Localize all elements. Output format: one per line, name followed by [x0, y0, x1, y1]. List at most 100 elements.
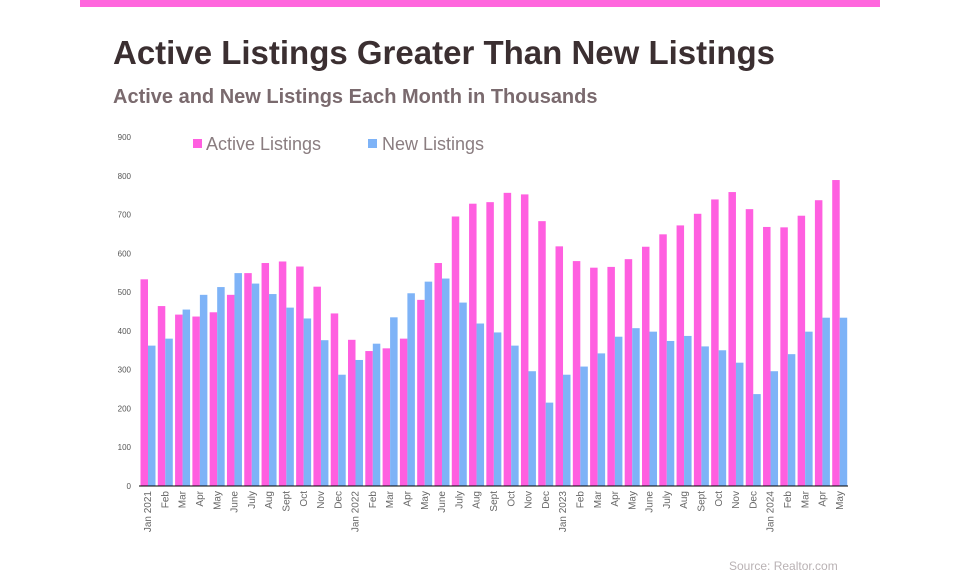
- x-tick-label: Aug: [264, 491, 275, 509]
- new-listings-bar: [303, 318, 312, 486]
- active-listings-bar: [365, 351, 373, 486]
- x-tick-label: July: [662, 491, 673, 509]
- x-tick-label: Aug: [472, 491, 483, 509]
- x-tick-label: Apr: [610, 490, 621, 506]
- x-tick-label: Sept: [281, 491, 292, 512]
- active-listings-bar: [590, 267, 598, 486]
- new-listings-bar: [684, 335, 692, 486]
- top-accent-bar: [80, 0, 880, 7]
- y-tick-label: 0: [127, 482, 132, 491]
- x-tick-label: Oct: [299, 491, 310, 507]
- x-tick-label: Oct: [506, 491, 517, 507]
- new-listings-bar: [148, 345, 156, 486]
- chart-subtitle: Active and New Listings Each Month in Th…: [113, 86, 598, 108]
- new-listings-bar: [199, 294, 208, 486]
- x-tick-label: Dec: [333, 491, 344, 509]
- new-listings-bar: [286, 307, 294, 486]
- x-tick-label: May: [835, 491, 846, 510]
- active-listings-bar: [624, 259, 633, 486]
- active-listings-bar: [382, 348, 391, 486]
- x-tick-label: Apr: [195, 490, 206, 506]
- legend-swatch-new: [368, 139, 377, 148]
- new-listings-bar: [822, 317, 830, 486]
- new-listings-bar: [476, 323, 485, 486]
- legend-swatch-active: [193, 139, 202, 148]
- new-listings-bar: [563, 374, 571, 486]
- new-listings-bar: [753, 394, 761, 486]
- new-listings-bar: [320, 340, 329, 486]
- source-note: Source: Realtor.com: [729, 559, 838, 573]
- new-listings-bar: [805, 331, 813, 486]
- x-tick-label: Feb: [575, 491, 586, 509]
- active-listings-bar: [607, 266, 615, 486]
- new-listings-bar: [390, 317, 398, 486]
- active-listings-bar: [728, 192, 736, 486]
- x-tick-label: May: [627, 491, 638, 510]
- new-listings-bar: [355, 359, 364, 486]
- active-listings-bar: [797, 215, 806, 486]
- x-tick-label: Dec: [541, 491, 552, 509]
- active-listings-bar: [555, 246, 564, 486]
- new-listings-bar: [493, 332, 502, 486]
- new-listings-bar: [234, 273, 242, 486]
- new-listings-bar: [735, 362, 744, 486]
- new-listings-bar: [528, 371, 536, 486]
- x-tick-label: Aug: [679, 491, 690, 509]
- bars: [140, 180, 848, 487]
- x-tick-label: Nov: [731, 491, 742, 509]
- active-listings-bar: [711, 199, 719, 486]
- new-listings-bar: [770, 371, 779, 486]
- active-listings-bar: [693, 213, 702, 486]
- new-listings-bar: [666, 340, 675, 486]
- active-listings-bar: [814, 200, 823, 486]
- new-listings-bar: [269, 294, 277, 486]
- active-listings-bar: [538, 221, 546, 486]
- x-tick-label: Mar: [385, 490, 396, 508]
- active-listings-bar: [572, 261, 581, 486]
- active-listings-bar: [226, 294, 235, 486]
- x-tick-label: Sept: [697, 491, 708, 512]
- x-tick-label: May: [212, 491, 223, 510]
- new-listings-bar: [580, 366, 588, 486]
- y-tick-label: 400: [118, 327, 132, 336]
- x-tick-label: Oct: [714, 491, 725, 507]
- x-tick-label: July: [454, 491, 465, 509]
- legend-label-active: Active Listings: [206, 134, 321, 154]
- active-listings-bar: [209, 312, 218, 486]
- active-listings-bar: [434, 263, 442, 486]
- new-listings-bar: [338, 374, 346, 486]
- active-listings-bar: [659, 234, 667, 486]
- chart-title: Active Listings Greater Than New Listing…: [113, 34, 775, 71]
- new-listings-bar: [614, 336, 623, 486]
- legend-label-new: New Listings: [382, 134, 484, 154]
- active-listings-bar: [641, 246, 650, 486]
- new-listings-bar: [649, 331, 657, 486]
- x-tick-label: Mar: [800, 490, 811, 508]
- active-listings-bar: [261, 263, 270, 486]
- y-tick-label: 200: [118, 404, 132, 413]
- y-tick-label: 700: [118, 211, 132, 220]
- y-tick-label: 900: [118, 133, 132, 142]
- y-tick-label: 600: [118, 249, 132, 258]
- new-listings-bar: [459, 302, 467, 486]
- legend: Active Listings New Listings: [193, 134, 484, 154]
- active-listings-bar: [313, 286, 321, 486]
- x-tick-label: Mar: [593, 490, 604, 508]
- new-listings-bar: [251, 283, 260, 486]
- active-listings-bar: [486, 202, 494, 486]
- new-listings-bar: [511, 345, 519, 486]
- new-listings-bar: [217, 287, 225, 486]
- active-listings-bar: [763, 226, 771, 486]
- active-listings-bar: [745, 209, 754, 486]
- new-listings-bar: [407, 293, 415, 486]
- x-tick-label: Jan 2024: [766, 491, 777, 533]
- active-listings-bar: [399, 338, 408, 486]
- active-listings-bar: [469, 203, 477, 486]
- new-listings-bar: [718, 350, 727, 486]
- new-listings-bar: [632, 328, 640, 486]
- y-tick-label: 800: [118, 172, 132, 181]
- x-tick-label: July: [247, 491, 258, 509]
- new-listings-bar: [597, 353, 606, 486]
- active-listings-bar: [676, 225, 685, 486]
- active-listings-bar: [192, 316, 200, 486]
